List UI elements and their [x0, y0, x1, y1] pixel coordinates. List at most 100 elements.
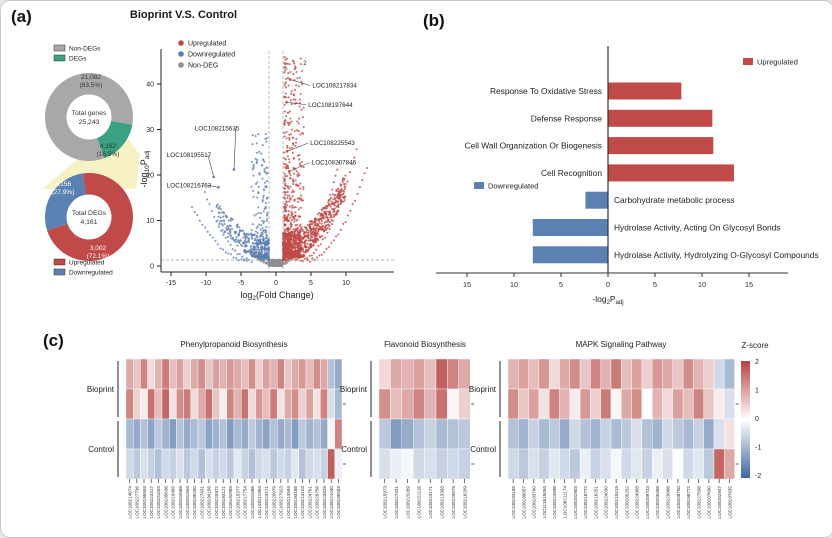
svg-text:LOC108223628: LOC108223628: [322, 486, 327, 519]
svg-text:Bioprint: Bioprint: [469, 385, 497, 394]
svg-text:Defense Response: Defense Response: [531, 113, 603, 123]
svg-text:LOC108217754: LOC108217754: [243, 486, 248, 519]
svg-text:LOC108211174: LOC108211174: [562, 486, 567, 518]
svg-text:LOC108195517: LOC108195517: [167, 152, 212, 159]
svg-text:5: 5: [559, 280, 563, 289]
svg-text:DEGs: DEGs: [69, 56, 87, 63]
svg-text:LOC108193790: LOC108193790: [532, 486, 537, 519]
svg-text:40: 40: [146, 82, 154, 89]
svg-text:LOC108227923: LOC108227923: [279, 486, 284, 519]
svg-text:LOC108215635: LOC108215635: [195, 125, 240, 132]
svg-text:0: 0: [274, 280, 278, 287]
svg-text:(72.1%): (72.1%): [87, 253, 110, 260]
svg-text:LOC108193188: LOC108193188: [293, 486, 298, 519]
svg-text:Control: Control: [341, 445, 367, 454]
svg-text:-2: -2: [755, 473, 761, 480]
zscore-title: Z-score: [741, 341, 769, 350]
go-x-label: -log2Padj: [592, 294, 623, 306]
hm3-title: MAPK Signaling Pathway: [576, 340, 667, 349]
panel-b-label: (b): [423, 11, 445, 30]
svg-text:Total genes: Total genes: [72, 110, 107, 117]
svg-text:LOC108223289: LOC108223289: [405, 486, 410, 519]
svg-text:1,156: 1,156: [55, 181, 72, 188]
deg-donut-charts: 21,082(83.5%) Total genes 25,243 4,162(16.5…: [42, 44, 140, 277]
svg-text:LOC108220972: LOC108220972: [214, 486, 219, 519]
svg-text:4,161: 4,161: [80, 219, 97, 226]
svg-text:(16.5%): (16.5%): [97, 151, 120, 158]
svg-text:Response To Oxidative Stress: Response To Oxidative Stress: [490, 86, 602, 96]
svg-text:LOC108202903: LOC108202903: [573, 486, 578, 519]
svg-text:LOC108192989: LOC108192989: [228, 486, 233, 519]
svg-text:LOC108216763: LOC108216763: [167, 182, 212, 189]
hm2-title: Flavonoid Biosynthesis: [384, 340, 466, 349]
svg-text:LOC108210405: LOC108210405: [171, 486, 176, 519]
svg-text:LOC108201603: LOC108201603: [156, 486, 161, 519]
svg-text:LOC113515094: LOC113515094: [542, 486, 547, 519]
svg-text:LOC108205292: LOC108205292: [624, 486, 629, 519]
hm2-heatmap: Flavonoid Biosynthesis Bioprint Control LOC…: [340, 340, 475, 519]
svg-text:Upregulated: Upregulated: [757, 58, 798, 67]
svg-text:0: 0: [150, 264, 154, 271]
svg-text:LOC108227431: LOC108227431: [199, 486, 204, 519]
svg-text:LOC108202947: LOC108202947: [717, 486, 722, 519]
panel-a-label: (a): [11, 7, 32, 26]
svg-text:LOC108227598: LOC108227598: [696, 486, 701, 519]
svg-text:-1: -1: [755, 445, 761, 452]
svg-text:Control: Control: [88, 445, 114, 454]
svg-text:10: 10: [146, 218, 154, 225]
svg-text:LOC108207690: LOC108207690: [707, 486, 712, 519]
svg-text:2: 2: [755, 359, 759, 366]
svg-text:LOC108229756: LOC108229756: [315, 486, 320, 519]
svg-text:10: 10: [510, 280, 518, 289]
svg-text:LOC108194168: LOC108194168: [511, 486, 516, 519]
svg-text:LOC108199057: LOC108199057: [521, 486, 526, 519]
svg-text:Upregulated: Upregulated: [69, 260, 105, 267]
svg-text:LOC108197644: LOC108197644: [308, 102, 353, 109]
svg-text:LOC108225543: LOC108225543: [310, 140, 355, 147]
svg-text:LOC108224998: LOC108224998: [552, 486, 557, 519]
svg-text:(83.5%): (83.5%): [80, 82, 103, 89]
svg-text:Bioprint: Bioprint: [87, 385, 115, 394]
svg-text:25,243: 25,243: [79, 119, 100, 126]
svg-text:LOC108224030: LOC108224030: [604, 486, 609, 519]
svg-text:5: 5: [653, 280, 657, 289]
volcano-plot: 0 10 20 30 40 -15 -10 -5 0 5 10 log2(Fold Change) -l…: [139, 40, 394, 302]
svg-text:Non-DEG: Non-DEG: [188, 63, 218, 70]
svg-text:3,002: 3,002: [90, 245, 107, 252]
svg-text:LOC108224958: LOC108224958: [635, 486, 640, 519]
svg-text:Downregulated: Downregulated: [69, 270, 113, 277]
panel-c-label: (c): [43, 331, 64, 350]
volcano-title: Bioprint V.S. Control: [129, 9, 238, 21]
svg-text:LOC108223317: LOC108223317: [149, 486, 154, 519]
hm1-title: Phenylpropanoid Biosynthesis: [180, 340, 287, 349]
svg-text:LOC108207846: LOC108207846: [312, 160, 357, 167]
svg-text:15: 15: [463, 280, 471, 289]
zscore-colorbar: [741, 361, 750, 478]
svg-text:LOC108210419: LOC108210419: [614, 486, 619, 519]
svg-text:LOC108193121: LOC108193121: [221, 486, 226, 519]
hm1-heatmap: Phenylpropanoid Biosynthesis Bioprint Cont…: [87, 340, 346, 518]
pathway-heatmaps: Phenylpropanoid Biosynthesis Bioprint Cont…: [87, 340, 769, 519]
svg-text:5: 5: [309, 280, 313, 287]
svg-text:15: 15: [745, 280, 753, 289]
svg-text:21,082: 21,082: [81, 74, 101, 81]
svg-text:LOC108213383: LOC108213383: [440, 486, 445, 519]
svg-text:LOC108195250: LOC108195250: [192, 486, 197, 519]
svg-text:4,162: 4,162: [100, 143, 117, 150]
svg-text:LOC108214674: LOC108214674: [127, 486, 132, 519]
svg-text:-15: -15: [166, 280, 176, 287]
svg-text:2: 2: [303, 61, 307, 67]
svg-text:LOC108216251: LOC108216251: [593, 486, 598, 519]
go-term-bar-chart: Response To Oxidative Stress Defense Resp…: [436, 46, 819, 306]
svg-text:LOC108204568: LOC108204568: [178, 486, 183, 519]
hm3-heatmap: MAPK Signaling Pathway Bioprint Control LOC…: [469, 340, 739, 518]
svg-text:Control: Control: [470, 445, 496, 454]
svg-text:LOC108213593: LOC108213593: [286, 486, 291, 519]
svg-text:LOC108201594: LOC108201594: [185, 486, 190, 519]
svg-text:10: 10: [342, 280, 350, 287]
svg-text:LOC108221040: LOC108221040: [329, 486, 334, 519]
svg-text:Downregulated: Downregulated: [488, 182, 538, 191]
svg-text:LOC108222116: LOC108222116: [417, 486, 422, 519]
svg-text:LOC108211894: LOC108211894: [257, 486, 262, 519]
